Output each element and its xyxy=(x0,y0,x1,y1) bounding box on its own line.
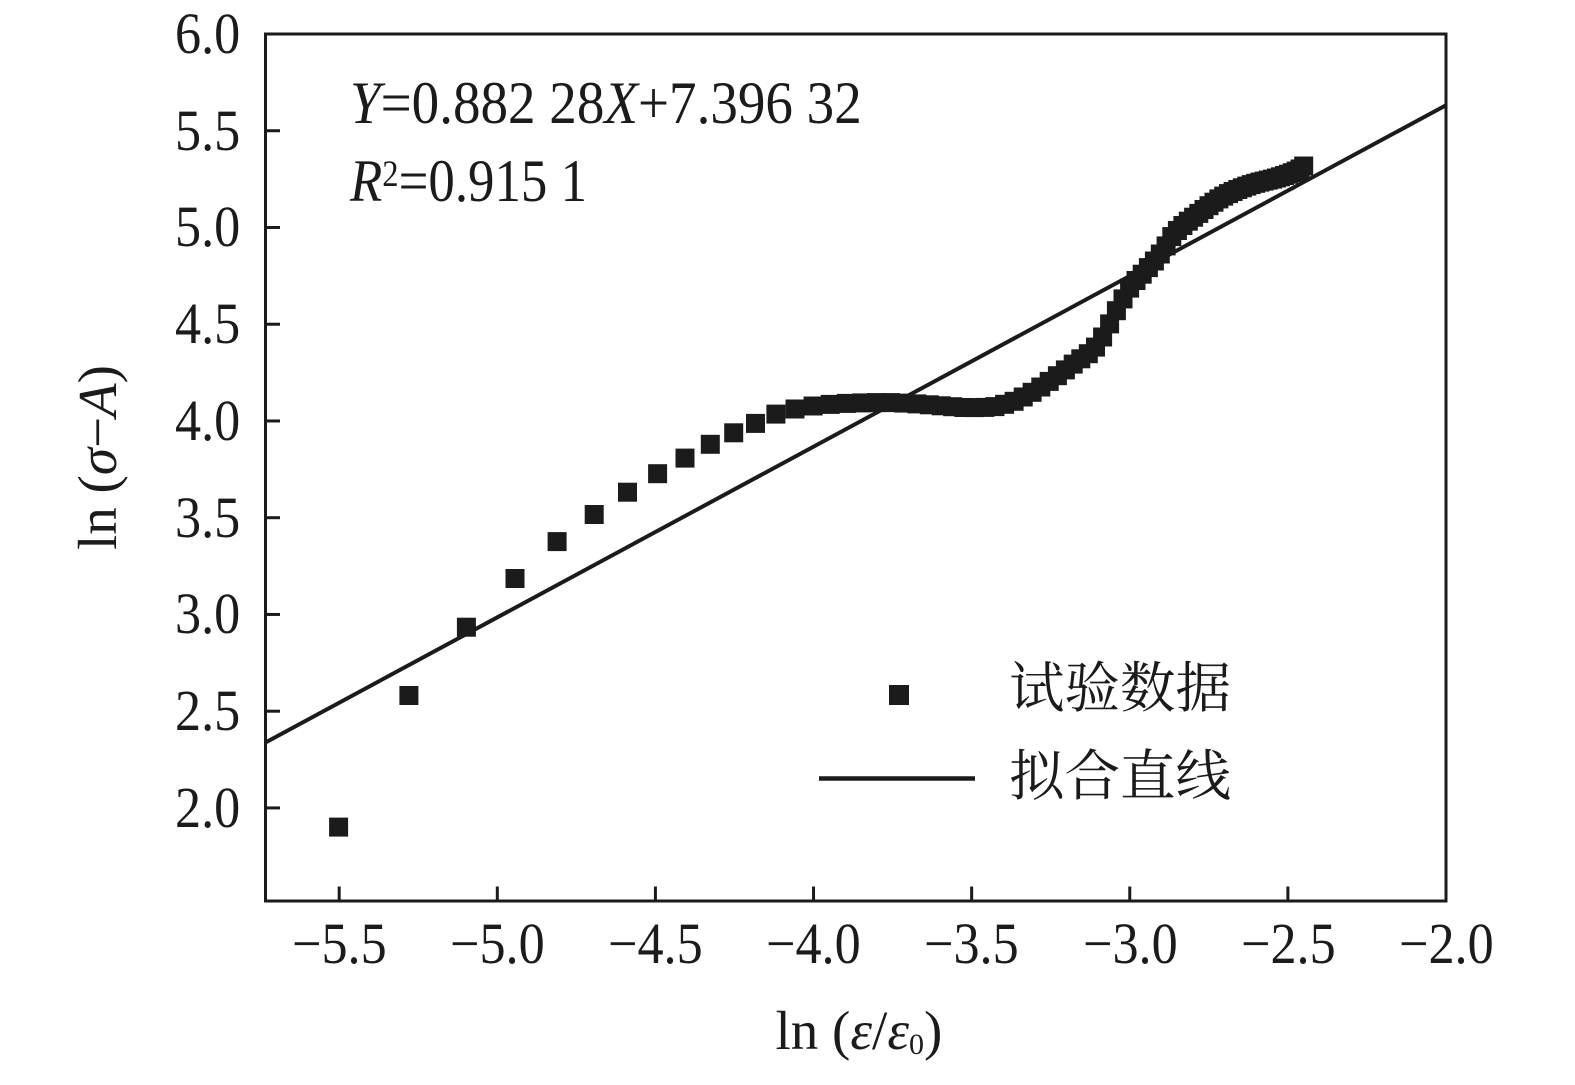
y-tick-label: 5.0 xyxy=(175,194,241,260)
data-point xyxy=(1294,156,1314,176)
data-point xyxy=(329,817,349,837)
data-point xyxy=(456,617,476,637)
r-symbol: R xyxy=(350,148,383,214)
scatter-series xyxy=(329,156,1314,837)
x-tick-label: −5.0 xyxy=(450,910,545,976)
ylabel-prefix: ln ( xyxy=(67,475,128,550)
fit-equation-annotation: Y=0.882 28X+7.396 32 xyxy=(350,73,862,133)
data-point xyxy=(785,399,805,419)
r-value: =0.915 1 xyxy=(398,148,587,214)
xlabel-suffix: ) xyxy=(924,999,943,1061)
data-point xyxy=(675,448,695,468)
data-point xyxy=(836,393,856,413)
equation-x-symbol: X xyxy=(604,70,638,136)
y-tick-label: 6.0 xyxy=(175,0,241,66)
equation-part2: +7.396 32 xyxy=(638,70,862,136)
data-point xyxy=(584,505,604,524)
y-tick-label: 2.5 xyxy=(175,678,241,744)
y-tick-label: 5.5 xyxy=(175,97,241,163)
ylabel-minus: − xyxy=(67,416,128,449)
y-axis-title: ln (σ−A) xyxy=(67,365,128,550)
data-point xyxy=(724,423,744,443)
xlabel-prefix: ln ( xyxy=(775,999,851,1061)
data-point xyxy=(505,569,525,588)
y-tick-label: 4.0 xyxy=(175,387,241,453)
xlabel-slash: / xyxy=(872,999,888,1061)
equation-y-symbol: Y xyxy=(350,70,381,136)
legend-marker-line xyxy=(819,776,975,781)
plot-frame xyxy=(264,32,1448,903)
data-point xyxy=(618,482,637,502)
legend-marker-square xyxy=(889,685,909,705)
data-point xyxy=(648,464,668,484)
x-tick-label: −4.5 xyxy=(608,910,703,976)
x-tick-label: −4.0 xyxy=(766,910,861,976)
data-point xyxy=(700,434,720,454)
legend-label-fit: 拟合直线 xyxy=(1009,747,1231,801)
y-tick-label: 4.5 xyxy=(175,291,241,357)
x-tick-label: −3.0 xyxy=(1082,910,1178,976)
xlabel-epsilon0: ε xyxy=(887,999,910,1061)
data-point xyxy=(852,393,872,413)
y-tick-label: 2.0 xyxy=(175,774,241,840)
x-tick-label: −5.5 xyxy=(291,910,387,976)
legend-label-data-glyphs xyxy=(1011,660,1229,712)
data-point xyxy=(399,686,419,705)
x-tick-label: −3.5 xyxy=(924,910,1020,976)
data-point xyxy=(746,413,765,433)
legend-label-data: 试验数据 xyxy=(1009,660,1231,713)
xlabel-subscript-zero: 0 xyxy=(909,1028,925,1062)
data-point xyxy=(820,394,840,414)
data-point xyxy=(766,404,786,424)
ylabel-a-symbol: A xyxy=(67,383,128,417)
axis-ticks xyxy=(267,32,1448,900)
y-tick-label: 3.0 xyxy=(175,581,241,647)
x-axis-title: ln (ε/ε0) xyxy=(776,1003,943,1061)
ylabel-sigma: σ xyxy=(67,448,128,476)
y-tick-label: 3.5 xyxy=(175,484,241,550)
legend-label-fit-glyphs xyxy=(1010,747,1230,800)
equation-part1: =0.882 28 xyxy=(380,70,605,136)
data-point xyxy=(803,396,823,416)
ylabel-suffix: ) xyxy=(67,365,128,384)
x-tick-label: −2.5 xyxy=(1240,910,1336,976)
r-squared-annotation: R2=0.915 1 xyxy=(350,151,587,211)
r-superscript: 2 xyxy=(382,153,399,195)
xlabel-epsilon: ε xyxy=(850,999,873,1061)
data-point xyxy=(547,532,567,552)
x-tick-label: −2.0 xyxy=(1398,910,1494,976)
